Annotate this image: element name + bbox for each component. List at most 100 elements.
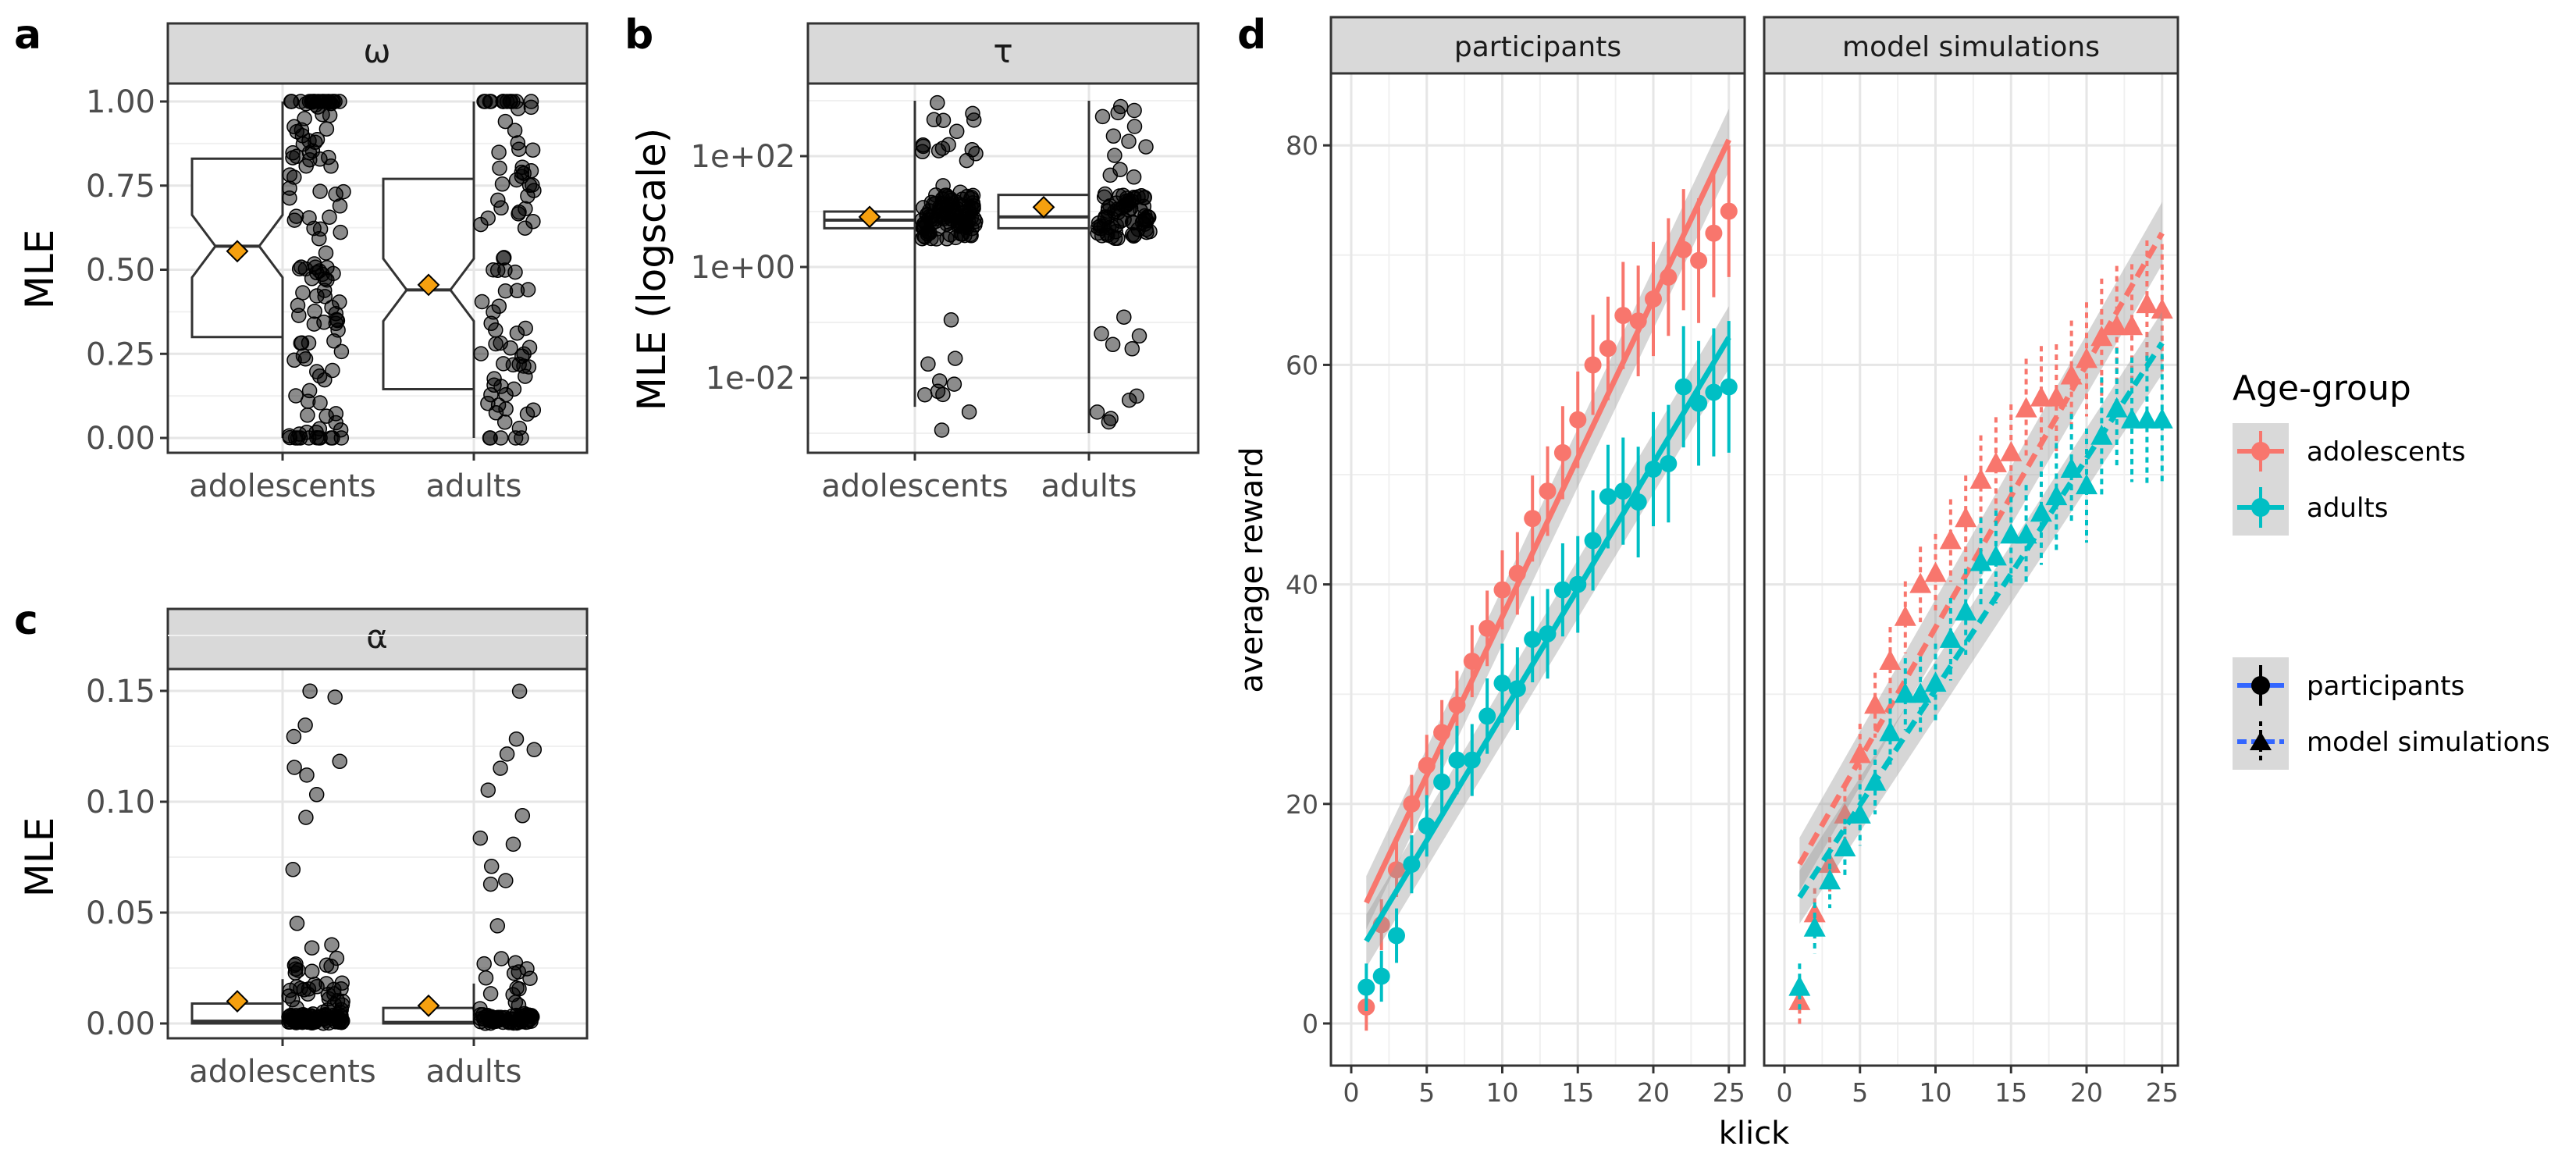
data-point-adults (1126, 190, 1142, 207)
data-point-adolescents (288, 961, 304, 977)
data-point-adolescents (304, 271, 320, 287)
data-point-adults (520, 282, 536, 297)
data-point-adolescents (307, 303, 322, 319)
y-tick-label: 0 (1302, 1009, 1318, 1039)
data-point-adolescents (2090, 326, 2113, 347)
data-point-adolescents (323, 158, 339, 174)
data-point-adults (1803, 916, 1826, 937)
data-point-adolescents (916, 138, 931, 155)
legend-point-adults (2251, 498, 2270, 517)
data-point-adolescents (286, 728, 302, 745)
data-point-adolescents (2030, 386, 2052, 407)
data-point-adults (1131, 328, 1147, 344)
data-point-adolescents (1819, 852, 1841, 874)
data-point-adults (2076, 474, 2097, 495)
data-point-adolescents (326, 981, 342, 998)
data-point-adults (521, 359, 537, 375)
data-point-adults (476, 956, 492, 972)
data-point-adolescents (333, 422, 349, 438)
data-point-adolescents (332, 94, 347, 109)
data-point-adults (497, 283, 514, 299)
data-point-adolescents (2151, 298, 2173, 319)
data-point-adolescents (916, 219, 931, 235)
x-tick-label: adolescents (189, 1054, 375, 1090)
data-point-adults (1879, 721, 1902, 742)
data-point-adults (2060, 457, 2083, 478)
y-tick-label: 0.00 (86, 1006, 155, 1042)
data-point-adolescents (326, 986, 342, 1002)
data-point-adolescents (289, 916, 305, 931)
data-point-adults (480, 782, 496, 798)
data-point-adolescents (1705, 224, 1723, 242)
data-point-adults (1126, 102, 1142, 119)
data-point-adolescents (1788, 989, 1811, 1010)
panel-d-participants: 0 5 10 15 20 25 0 20 40 60 80 (1286, 72, 1746, 1108)
box-mean-marker-adults (417, 994, 440, 1017)
data-point-adults (1939, 627, 1962, 648)
data-point-adults (511, 101, 526, 116)
data-point-adults (1463, 751, 1481, 769)
data-point-adolescents (1403, 795, 1421, 813)
box-mean-marker-adults (417, 273, 440, 297)
x-tick-label: 0 (1343, 1077, 1360, 1108)
data-point-adults (507, 430, 524, 446)
data-point-adults (489, 918, 506, 934)
data-point-adolescents (333, 224, 348, 240)
data-point-adults (1096, 189, 1112, 205)
box-mean-marker-adolescents (226, 990, 249, 1013)
strip-b-label: τ (993, 32, 1012, 70)
xlabel-d: klick (1719, 1116, 1790, 1151)
y-tick-label: 1e-02 (706, 361, 795, 397)
data-point-adolescents (285, 145, 301, 161)
data-point-adults (1539, 625, 1557, 642)
data-point-adults (2105, 397, 2128, 418)
data-point-adolescents (301, 210, 317, 226)
data-point-adolescents (1879, 650, 1902, 670)
data-point-adolescents (920, 356, 936, 372)
data-point-adults (1629, 493, 1647, 511)
data-point-adolescents (295, 285, 311, 301)
data-point-adults (511, 420, 528, 436)
data-point-adults (1105, 128, 1122, 144)
data-point-adults (1894, 682, 1916, 703)
data-point-adolescents (1569, 411, 1587, 429)
data-point-adults (1660, 454, 1678, 472)
data-point-adolescents (333, 343, 350, 360)
data-point-adults (519, 961, 535, 977)
data-point-adolescents (286, 169, 302, 185)
data-point-adolescents (309, 288, 325, 304)
data-point-adults (1599, 488, 1617, 506)
data-point-adults (1138, 139, 1154, 155)
data-point-adolescents (285, 862, 301, 877)
x-tick-label: 20 (2070, 1077, 2103, 1108)
data-point-adults (497, 262, 513, 278)
data-point-adults (492, 160, 507, 176)
data-point-adolescents (2136, 293, 2158, 314)
data-point-adults (509, 283, 525, 299)
y-tick-label: 20 (1286, 789, 1318, 820)
data-point-adolescents (283, 94, 299, 109)
data-point-adults (514, 164, 530, 180)
data-point-adolescents (1433, 724, 1451, 742)
data-point-adults (509, 325, 525, 341)
data-point-adults (2151, 408, 2173, 429)
data-point-adolescents (919, 206, 935, 222)
data-point-adults (518, 320, 533, 336)
data-point-adults (482, 94, 498, 109)
data-point-adults (2015, 523, 2037, 544)
data-point-adults (1955, 600, 1977, 621)
data-point-adolescents (288, 956, 304, 972)
panel-d-model-border (1763, 72, 2179, 1067)
data-point-adolescents (300, 1014, 315, 1030)
data-point-adolescents (322, 108, 338, 123)
data-point-adults (2000, 523, 2023, 544)
data-point-adolescents (1720, 202, 1738, 220)
data-point-adults (1126, 119, 1143, 134)
data-point-adults (1478, 707, 1496, 725)
data-point-adolescents (1864, 693, 1887, 714)
data-point-adolescents (286, 760, 302, 775)
data-point-adolescents (318, 1009, 334, 1024)
data-point-adolescents (1614, 307, 1632, 325)
data-point-adolescents (318, 408, 334, 424)
